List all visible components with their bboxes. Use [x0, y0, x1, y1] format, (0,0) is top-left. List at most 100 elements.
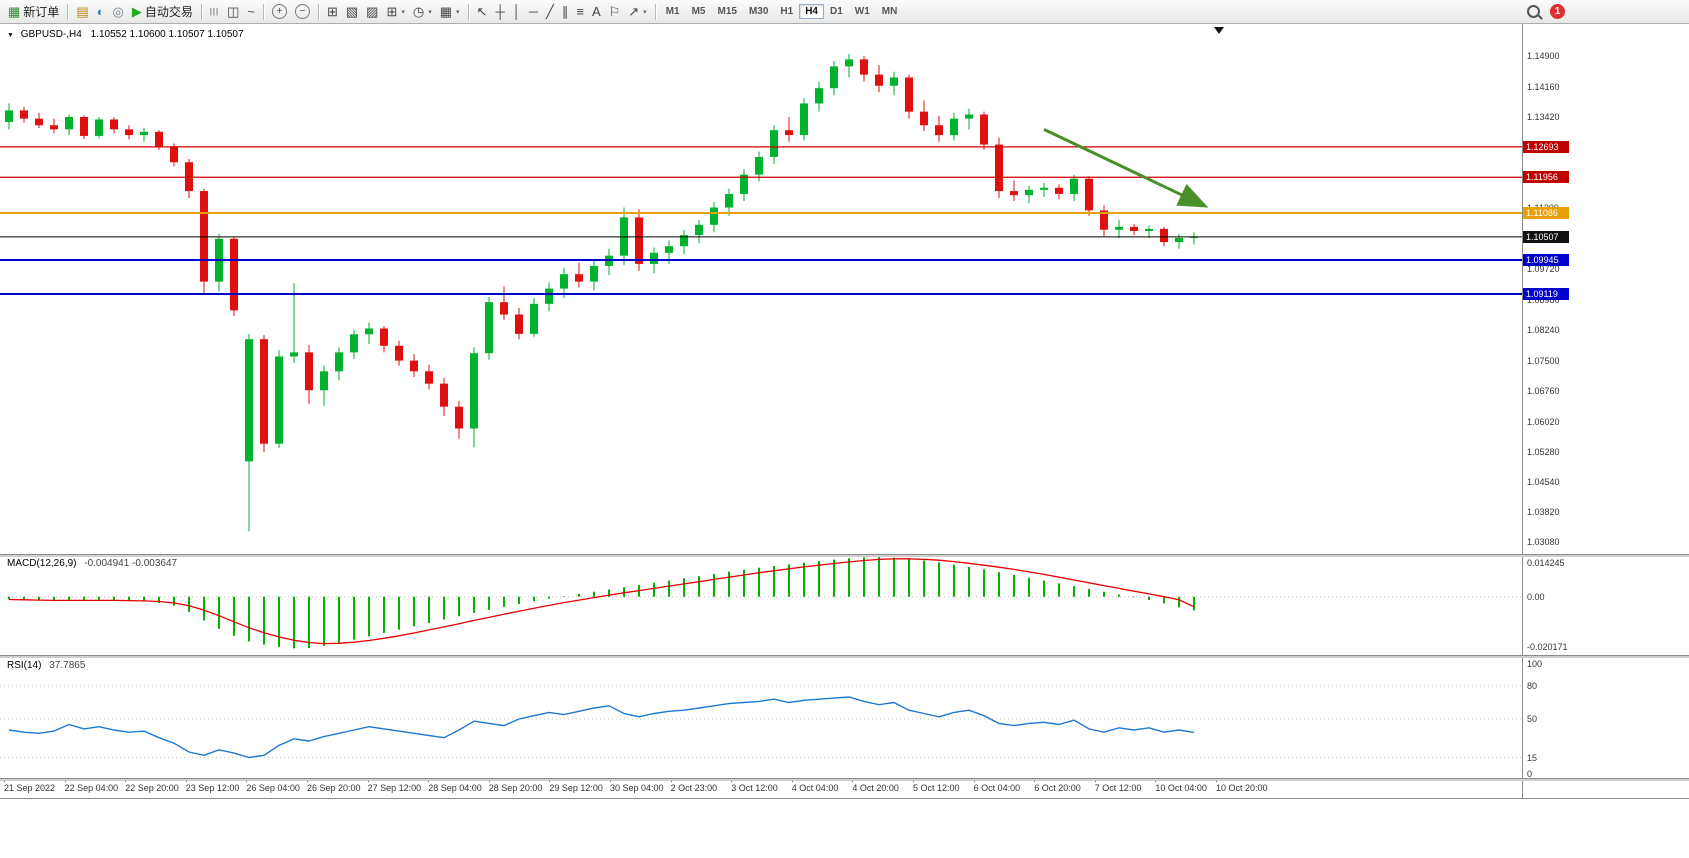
- time-axis-label: 26 Sep 20:00: [307, 783, 361, 793]
- time-axis-label: 10 Oct 04:00: [1155, 783, 1207, 793]
- panel-splitter-macd-rsi[interactable]: [0, 655, 1689, 658]
- time-axis-label: 4 Oct 04:00: [791, 783, 839, 793]
- play-icon: ▶: [131, 4, 142, 19]
- navigator-icon: ◎: [112, 4, 124, 19]
- tile-windows-button[interactable]: ⊞: [323, 1, 342, 23]
- text-button[interactable]: A: [588, 1, 605, 23]
- rsi-value: 37.7865: [49, 660, 86, 671]
- time-axis-label: 21 Sep 2022: [4, 783, 56, 793]
- panel-splitter-main-macd[interactable]: [0, 554, 1689, 557]
- price-level-badge: 1.11956: [1523, 171, 1569, 184]
- chevron-down-icon: ▾: [428, 8, 432, 16]
- channel-icon: ∥: [561, 4, 569, 19]
- price-tick-label: 1.06020: [1527, 416, 1560, 427]
- macd-histogram: [8, 557, 1195, 649]
- market-watch-icon: ▤: [76, 4, 89, 19]
- price-tick-label: 1.05280: [1527, 446, 1560, 457]
- tile-windows-icon: ⊞: [326, 4, 338, 19]
- timeframe-m15-button[interactable]: M15: [717, 6, 737, 17]
- templates-button[interactable]: ▦ ▾: [436, 1, 464, 23]
- navigator-button[interactable]: ◎: [108, 1, 127, 23]
- text-icon: A: [591, 4, 601, 19]
- price-tick-label: 1.06760: [1527, 386, 1560, 397]
- timeframe-w1-button[interactable]: W1: [854, 6, 870, 17]
- price-level-badge: 1.12693: [1523, 140, 1569, 153]
- timeframe-m1-button[interactable]: M1: [665, 6, 680, 17]
- toolbar-separator: [262, 3, 264, 20]
- flag-icon: ⚐: [608, 4, 621, 19]
- channel-button[interactable]: ∥: [558, 1, 573, 23]
- time-axis-label: 7 Oct 12:00: [1094, 783, 1142, 793]
- trend-arrow: [1043, 127, 1209, 208]
- price-tick-label: 1.03820: [1527, 507, 1560, 518]
- panel-splitter-rsi-timeaxis[interactable]: [0, 778, 1689, 781]
- notification-badge[interactable]: 1: [1550, 4, 1565, 19]
- periodicity-button[interactable]: ◷ ▾: [409, 1, 436, 23]
- rsi-line: [8, 696, 1195, 759]
- vertical-line-button[interactable]: │: [509, 1, 525, 23]
- price-level-badge: 1.09945: [1523, 253, 1569, 266]
- trendline-icon: ╱: [546, 4, 554, 19]
- timeframe-h4-button[interactable]: H4: [799, 4, 824, 19]
- macd-signal-line: [8, 558, 1195, 645]
- arrange-windows-button[interactable]: ▨: [362, 1, 382, 23]
- line-chart-button[interactable]: ~: [243, 1, 259, 23]
- arrange-windows-icon: ▨: [366, 4, 379, 19]
- time-axis-label: 27 Sep 12:00: [367, 783, 422, 793]
- label-button[interactable]: ⚐: [605, 1, 625, 23]
- rsi-axis-label: 50: [1527, 714, 1538, 724]
- price-tick-label: 1.04540: [1527, 477, 1560, 488]
- time-axis-label: 3 Oct 12:00: [731, 783, 778, 793]
- template-icon: ▦: [439, 4, 453, 19]
- time-axis-bottom-border: [0, 798, 1689, 799]
- arrows-button[interactable]: ↗ ▾: [624, 1, 650, 23]
- macd-name: MACD(12,26,9): [7, 558, 77, 569]
- bar-chart-button[interactable]: |||: [206, 1, 223, 23]
- macd-values: -0.004941 -0.003647: [84, 558, 178, 569]
- auto-trading-button[interactable]: ▶ 自动交易: [128, 1, 197, 23]
- price-level-badge: 1.11086: [1523, 207, 1569, 220]
- time-axis-label: 28 Sep 20:00: [488, 783, 543, 793]
- new-chart-button[interactable]: ⊞ ▾: [382, 1, 408, 23]
- fibonacci-button[interactable]: ≡: [572, 1, 588, 23]
- vertical-line-icon: │: [512, 4, 521, 19]
- timeframe-m5-button[interactable]: M5: [691, 6, 706, 17]
- symbol-dropdown-icon[interactable]: ▼: [7, 32, 14, 39]
- price-tick-label: 1.03080: [1527, 537, 1560, 548]
- timeframe-d1-button[interactable]: D1: [830, 6, 843, 17]
- timeframe-mn-button[interactable]: MN: [881, 6, 898, 17]
- timeframe-m30-button[interactable]: M30: [748, 6, 769, 17]
- timeframe-h1-button[interactable]: H1: [780, 6, 794, 17]
- data-window-button[interactable]: ◐: [93, 1, 109, 23]
- price-tick-label: 1.14160: [1527, 81, 1560, 92]
- zoom-out-button[interactable]: −: [291, 1, 314, 23]
- data-window-icon: ◐: [96, 4, 105, 19]
- horizontal-line-button[interactable]: ─: [525, 1, 542, 23]
- chevron-down-icon: ▾: [456, 8, 460, 16]
- market-watch-button[interactable]: ▤: [72, 1, 92, 23]
- toolbar-separator: [467, 3, 469, 20]
- cascade-windows-button[interactable]: ▧: [342, 1, 362, 23]
- chart-ohlc-values: 1.10552 1.10600 1.10507 1.10507: [90, 29, 244, 40]
- zoom-in-button[interactable]: +: [268, 1, 291, 23]
- candlestick-chart-button[interactable]: ◫: [223, 1, 243, 23]
- chart-shift-marker-icon[interactable]: [1214, 27, 1224, 34]
- search-button[interactable]: [1523, 1, 1550, 23]
- cursor-button[interactable]: ↖: [473, 1, 492, 23]
- horizontal-line-icon: ─: [528, 4, 539, 19]
- chart-symbol-period: GBPUSD-,H4: [20, 29, 82, 40]
- chart-header: ▼ GBPUSD-,H4 1.10552 1.10600 1.10507 1.1…: [7, 29, 244, 40]
- clock-icon: ◷: [412, 4, 425, 19]
- time-axis-label: 4 Oct 20:00: [852, 783, 899, 793]
- rsi-axis-label: 15: [1527, 752, 1538, 763]
- macd-axis-label: 0.014245: [1527, 558, 1565, 568]
- time-axis-label: 10 Oct 20:00: [1216, 783, 1268, 793]
- rsi-axis-label: 100: [1527, 659, 1543, 669]
- crosshair-button[interactable]: ┼: [491, 1, 508, 23]
- trendline-button[interactable]: ╱: [542, 1, 558, 23]
- time-axis-label: 22 Sep 04:00: [64, 783, 119, 793]
- new-order-button[interactable]: ▦ 新订单: [4, 1, 63, 23]
